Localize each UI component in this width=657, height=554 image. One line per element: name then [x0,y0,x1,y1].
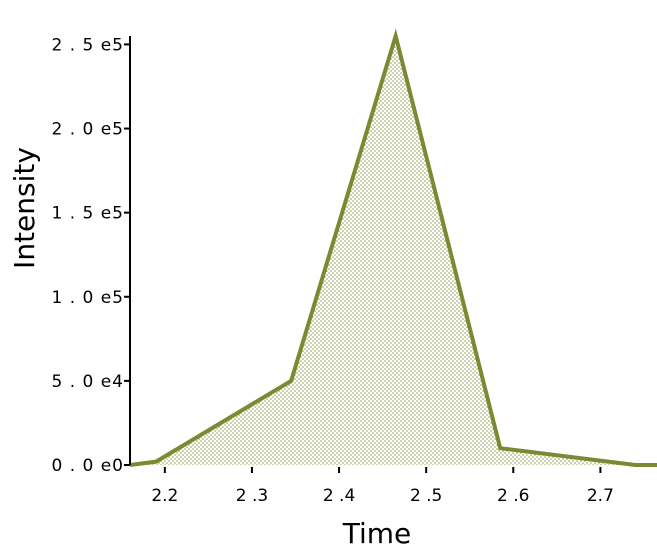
y-tick-label: 5 . 0 e4 [51,372,124,392]
y-tick-label: 1 . 0 e5 [51,288,124,308]
x-tick-label: 2 .4 [323,486,355,506]
x-tick-label: 2 .5 [410,486,442,506]
y-axis-label: Intensity [8,147,41,269]
x-axis-label: Time [342,517,412,550]
x-tick-label: 2.2 [151,486,178,506]
x-tick-label: 2 .3 [236,486,268,506]
y-tick-label: 2 . 5 e5 [51,35,124,55]
y-tick-label: 2 . 0 e5 [51,120,124,140]
y-tick-label: 1 . 5 e5 [51,204,124,224]
x-tick-label: 2 .6 [497,486,529,506]
y-tick-label: 0 . 0 e0 [51,456,124,476]
area-layer [130,36,657,465]
area-fill [130,36,657,465]
x-tick-label: 2.7 [587,486,614,506]
